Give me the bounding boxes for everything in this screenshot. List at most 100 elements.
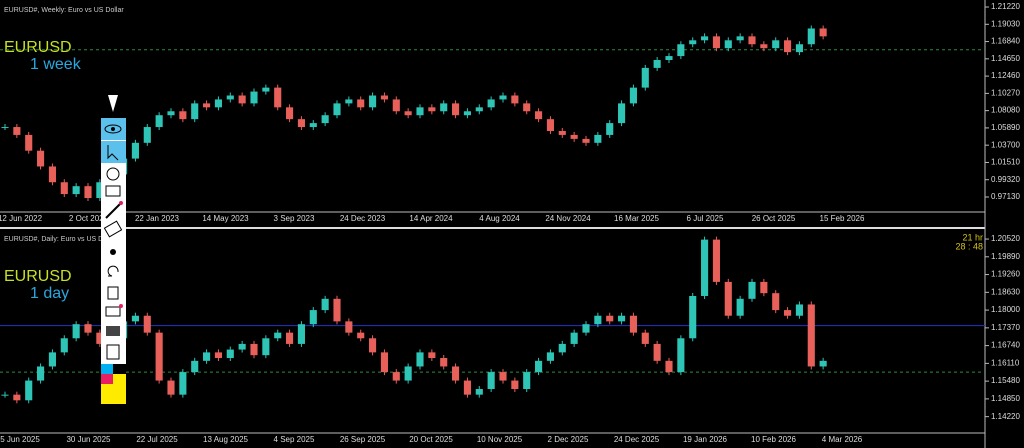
candle: [392, 99, 400, 112]
candle: [618, 315, 626, 322]
y-tick-label: 1.17370: [991, 323, 1020, 332]
candle: [511, 95, 519, 104]
candle: [214, 352, 222, 359]
candle: [262, 338, 270, 356]
y-tick-label: 1.12460: [991, 71, 1020, 80]
candle: [309, 123, 317, 128]
candle: [653, 60, 661, 68]
color-cyan[interactable]: [101, 364, 113, 374]
y-tick-label: 1.05890: [991, 123, 1020, 132]
color-yellow[interactable]: [101, 384, 126, 404]
candle: [1, 127, 9, 129]
candle: [96, 332, 104, 344]
period-label: 1 week: [30, 56, 82, 73]
candle: [677, 338, 685, 373]
x-tick-label: 3 Sep 2023: [274, 214, 315, 223]
symbol-label: EURUSD: [4, 268, 72, 285]
candle: [416, 352, 424, 367]
candle: [309, 310, 317, 325]
color-black[interactable]: [113, 364, 126, 374]
candle: [546, 352, 554, 361]
drawing-toolbar: [101, 95, 126, 404]
tool-magnet[interactable]: [106, 167, 120, 181]
color-yellow[interactable]: [113, 374, 126, 384]
x-tick-label: 2 Dec 2025: [548, 435, 589, 444]
tool-screenshot[interactable]: [106, 326, 120, 336]
tool-undo[interactable]: [107, 265, 119, 277]
candle: [689, 40, 697, 45]
candle: [48, 166, 56, 183]
candle: [641, 67, 649, 88]
candle: [463, 111, 471, 116]
y-tick-label: 1.10270: [991, 88, 1020, 97]
candle: [428, 107, 436, 112]
x-tick-label: 14 May 2023: [202, 214, 249, 223]
x-tick-label: 26 Sep 2025: [340, 435, 386, 444]
candle: [286, 332, 294, 344]
candle: [191, 360, 199, 373]
bar-timer: 28 : 48: [955, 241, 983, 251]
candle: [724, 40, 732, 49]
tool-template[interactable]: [105, 306, 121, 317]
tool-dot: [119, 201, 123, 205]
x-tick-label: 6 Jul 2025: [687, 214, 724, 223]
candle: [629, 315, 637, 333]
eye-pupil: [111, 127, 115, 131]
y-tick-label: 0.97130: [991, 192, 1020, 201]
candle: [203, 103, 211, 108]
candle: [546, 119, 554, 131]
y-tick-label: 1.18630: [991, 287, 1020, 296]
candle: [499, 95, 507, 100]
candle: [535, 111, 543, 120]
candle: [286, 107, 294, 120]
candle: [155, 115, 163, 128]
tool-eraser[interactable]: [105, 185, 121, 197]
candle: [795, 44, 803, 53]
y-tick-label: 1.14650: [991, 54, 1020, 63]
x-tick-label: 15 Feb 2026: [820, 214, 865, 223]
candle: [558, 130, 566, 135]
pane-header: EURUSD#, Weekly: Euro vs US Dollar: [4, 7, 124, 14]
candle: [558, 343, 566, 353]
y-tick-label: 1.14850: [991, 394, 1020, 403]
candle: [606, 123, 614, 135]
x-tick-label: 24 Dec 2025: [614, 435, 660, 444]
eye-icon: [104, 124, 122, 134]
candle: [392, 372, 400, 381]
cursor-icon: [107, 145, 119, 161]
candle: [819, 360, 827, 367]
x-tick-label: 10 Nov 2025: [477, 435, 523, 444]
candle: [653, 343, 661, 361]
candle: [784, 310, 792, 316]
candle: [807, 28, 815, 45]
candle: [333, 103, 341, 116]
x-tick-label: 30 Jun 2025: [66, 435, 111, 444]
tool-line[interactable]: [105, 203, 121, 219]
tool-cursor[interactable]: [101, 141, 126, 163]
x-tick-label: 14 Apr 2024: [409, 214, 453, 223]
tool-ruler[interactable]: [103, 220, 123, 238]
candle: [523, 103, 531, 112]
candle: [25, 134, 33, 151]
y-tick-label: 1.15480: [991, 376, 1020, 385]
candle: [155, 332, 163, 381]
candle: [262, 87, 270, 92]
candle: [13, 394, 21, 401]
candle: [582, 324, 590, 333]
candle: [25, 380, 33, 401]
candle: [736, 36, 744, 41]
y-tick-label: 1.21220: [991, 2, 1020, 11]
color-magenta[interactable]: [101, 374, 113, 384]
x-tick-label: 4 Sep 2025: [274, 435, 315, 444]
tool-list[interactable]: [106, 344, 120, 360]
candle: [369, 95, 377, 108]
y-tick-label: 1.19890: [991, 252, 1020, 261]
candle: [333, 298, 341, 322]
tool-point[interactable]: [110, 249, 116, 255]
pen-icon[interactable]: [108, 95, 118, 112]
tool-delete[interactable]: [107, 286, 119, 300]
candle: [321, 115, 329, 124]
candle: [570, 134, 578, 139]
candle: [724, 281, 732, 316]
